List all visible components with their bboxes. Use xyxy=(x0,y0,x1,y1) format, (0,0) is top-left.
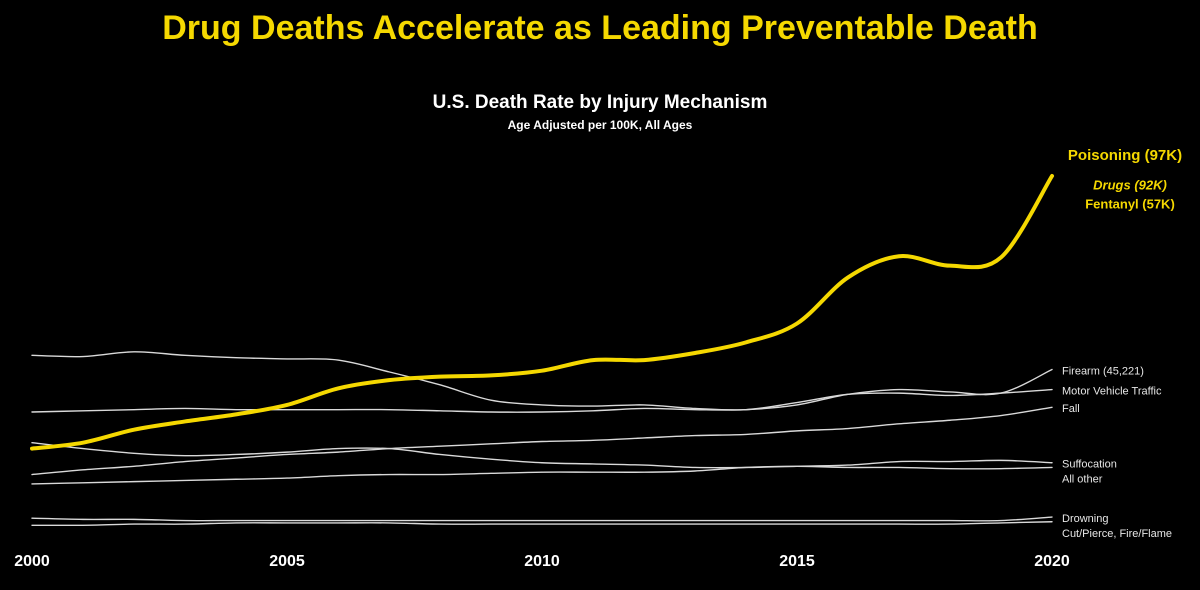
page-title: Drug Deaths Accelerate as Leading Preven… xyxy=(162,9,1038,47)
series-line xyxy=(31,441,1053,469)
x-tick-label: 2010 xyxy=(524,553,560,570)
series-line xyxy=(31,351,1053,411)
series-label: Drowning xyxy=(1062,513,1108,525)
series-label: Cut/Pierce, Fire/Flame xyxy=(1062,528,1172,540)
series-line xyxy=(31,406,1053,476)
annotation: Fentanyl (57K) xyxy=(1085,196,1175,211)
annotation: Drugs (92K) xyxy=(1093,177,1167,192)
series-label: Poisoning (97K) xyxy=(1068,147,1182,164)
series-line xyxy=(31,521,1053,527)
series-line xyxy=(31,368,1053,413)
series-label: Suffocation xyxy=(1062,459,1117,471)
chart-subtitle: Age Adjusted per 100K, All Ages xyxy=(508,118,693,132)
series-label: All other xyxy=(1062,474,1103,486)
series-line xyxy=(31,465,1053,485)
chart-title: U.S. Death Rate by Injury Mechanism xyxy=(433,92,768,113)
series-label: Firearm (45,221) xyxy=(1062,365,1144,377)
x-tick-label: 2020 xyxy=(1034,553,1070,570)
series-label: Fall xyxy=(1062,403,1080,415)
series-label: Motor Vehicle Traffic xyxy=(1062,385,1162,397)
x-tick-label: 2005 xyxy=(269,553,305,570)
x-tick-label: 2000 xyxy=(14,553,50,570)
series-line xyxy=(30,174,1054,451)
series-line xyxy=(31,516,1053,522)
x-tick-label: 2015 xyxy=(779,553,815,570)
